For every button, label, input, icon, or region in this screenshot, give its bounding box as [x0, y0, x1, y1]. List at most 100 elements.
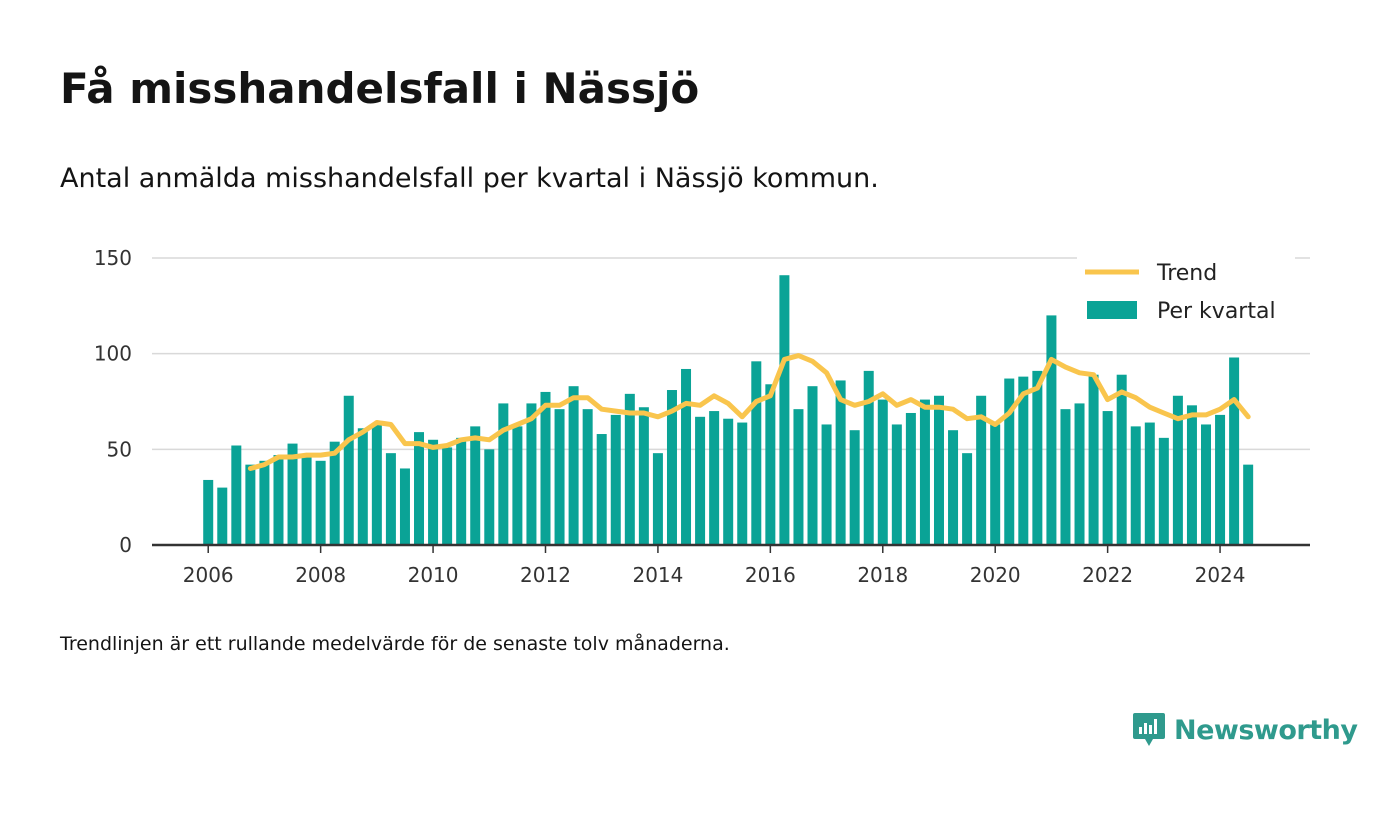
bar [765, 384, 776, 545]
bar [301, 456, 312, 545]
y-tick-label: 0 [119, 533, 132, 557]
y-tick-label: 50 [107, 437, 132, 461]
bar [1144, 422, 1155, 545]
bar [863, 370, 874, 545]
x-tick-label: 2022 [1082, 563, 1133, 587]
bar [1032, 370, 1043, 545]
bar [554, 409, 565, 545]
bar [666, 390, 677, 545]
bar [399, 468, 410, 545]
chart-footnote: Trendlinjen är ett rullande medelvärde f… [60, 633, 730, 655]
bar [1088, 374, 1099, 545]
bar [652, 453, 663, 545]
legend-trend-label: Trend [1156, 261, 1217, 286]
x-tick-label: 2006 [183, 563, 234, 587]
bar [315, 460, 326, 545]
bar [793, 409, 804, 545]
bar [1229, 357, 1240, 545]
bar [976, 395, 987, 545]
bar [877, 399, 888, 545]
bar [329, 441, 340, 545]
bar [835, 380, 846, 545]
bar [919, 399, 930, 545]
bar [849, 430, 860, 545]
bar [1130, 426, 1141, 545]
bar [442, 447, 453, 545]
bar [933, 395, 944, 545]
y-tick-label: 100 [94, 342, 132, 366]
bar [357, 428, 368, 545]
bar [273, 455, 284, 545]
bar [470, 426, 481, 545]
bar [709, 411, 720, 545]
chart-subtitle: Antal anmälda misshandelsfall per kvarta… [60, 163, 879, 194]
bar [905, 412, 916, 545]
bar [259, 460, 270, 545]
bar [484, 449, 495, 545]
bar [751, 361, 762, 545]
bar [1243, 464, 1254, 545]
legend: Trend Per kvartal [1077, 252, 1295, 332]
bar [540, 391, 551, 545]
bar [456, 437, 467, 545]
bar [1172, 395, 1183, 545]
x-tick-label: 2020 [970, 563, 1021, 587]
bar [737, 422, 748, 545]
bar [681, 368, 692, 545]
bar [624, 393, 635, 545]
bar [428, 439, 439, 545]
bar [203, 479, 214, 545]
bar [217, 487, 228, 545]
trend-line [247, 353, 1251, 471]
bar [807, 386, 818, 545]
bar [723, 418, 734, 545]
bar [1060, 409, 1071, 545]
axes: 0 50 100 150 2006 2008 2010 2012 2014 2016 2018 202… [94, 246, 1310, 587]
bar [568, 386, 579, 545]
bar [990, 424, 1001, 545]
brand-name: Newsworthy [1174, 714, 1358, 746]
bar [962, 453, 973, 545]
bar [1018, 376, 1029, 545]
bar [231, 445, 242, 545]
x-tick-label: 2010 [408, 563, 459, 587]
bar [695, 416, 706, 545]
bar [1004, 378, 1015, 545]
bar [512, 426, 523, 545]
bar [1102, 411, 1113, 545]
bar [1158, 437, 1169, 545]
bar [1186, 405, 1197, 545]
legend-bars-swatch [1087, 301, 1137, 319]
bar [596, 434, 607, 545]
x-tick-label: 2014 [632, 563, 683, 587]
legend-bars-label: Per kvartal [1157, 299, 1276, 324]
x-tick-label: 2016 [745, 563, 796, 587]
bar [1116, 374, 1127, 545]
x-tick-label: 2008 [295, 563, 346, 587]
x-tick-label: 2012 [520, 563, 571, 587]
bar [1046, 315, 1057, 545]
bar [1074, 403, 1085, 545]
bar [821, 424, 832, 545]
bar-series [203, 275, 1254, 545]
bar [287, 443, 298, 545]
bar [948, 430, 959, 545]
bar [638, 407, 649, 545]
bar [891, 424, 902, 545]
brand-logo[interactable]: Newsworthy [1132, 710, 1358, 750]
bar [1201, 424, 1212, 545]
x-tick-label: 2024 [1195, 563, 1246, 587]
bar [498, 403, 509, 545]
trend-series [247, 353, 1251, 471]
newsworthy-logo-icon [1133, 713, 1165, 746]
bar [414, 432, 425, 545]
bar [385, 453, 396, 545]
chart-title: Få misshandelsfall i Nässjö [60, 64, 700, 113]
bar [526, 403, 537, 545]
y-tick-label: 150 [94, 246, 132, 270]
bar [1215, 414, 1226, 545]
bar [582, 409, 593, 545]
bar [245, 464, 256, 545]
bar [779, 275, 790, 545]
